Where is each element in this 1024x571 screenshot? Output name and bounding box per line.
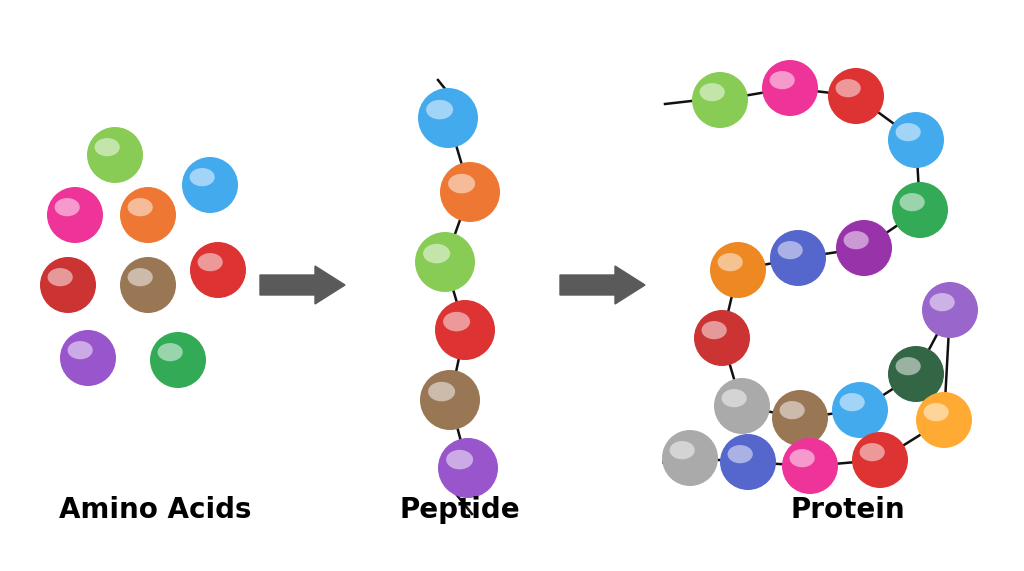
- Text: Protein: Protein: [791, 496, 905, 524]
- Ellipse shape: [446, 450, 473, 469]
- Ellipse shape: [128, 268, 153, 286]
- Ellipse shape: [426, 100, 453, 119]
- Ellipse shape: [699, 83, 725, 101]
- Ellipse shape: [701, 321, 727, 339]
- Ellipse shape: [859, 443, 885, 461]
- Ellipse shape: [670, 441, 694, 459]
- Circle shape: [852, 432, 908, 488]
- Ellipse shape: [428, 382, 455, 401]
- Circle shape: [922, 282, 978, 338]
- Ellipse shape: [790, 449, 815, 467]
- Circle shape: [40, 257, 96, 313]
- Circle shape: [916, 392, 972, 448]
- Circle shape: [435, 300, 495, 360]
- Circle shape: [87, 127, 143, 183]
- Circle shape: [438, 438, 498, 498]
- Circle shape: [418, 88, 478, 148]
- FancyArrow shape: [560, 266, 645, 304]
- Circle shape: [120, 257, 176, 313]
- Ellipse shape: [779, 401, 805, 419]
- Ellipse shape: [930, 293, 954, 311]
- Circle shape: [420, 370, 480, 430]
- Ellipse shape: [718, 253, 742, 271]
- Ellipse shape: [128, 198, 153, 216]
- Ellipse shape: [896, 357, 921, 375]
- Circle shape: [60, 330, 116, 386]
- Circle shape: [762, 60, 818, 116]
- Circle shape: [120, 187, 176, 243]
- Circle shape: [892, 182, 948, 238]
- Ellipse shape: [844, 231, 868, 250]
- Ellipse shape: [924, 403, 949, 421]
- Circle shape: [888, 112, 944, 168]
- Circle shape: [440, 162, 500, 222]
- Ellipse shape: [770, 71, 795, 89]
- Ellipse shape: [836, 79, 861, 97]
- Ellipse shape: [722, 389, 746, 407]
- Circle shape: [47, 187, 103, 243]
- Ellipse shape: [423, 244, 451, 263]
- Ellipse shape: [899, 193, 925, 211]
- Ellipse shape: [54, 198, 80, 216]
- Ellipse shape: [47, 268, 73, 286]
- Ellipse shape: [94, 138, 120, 156]
- Text: Amino Acids: Amino Acids: [58, 496, 251, 524]
- Circle shape: [828, 68, 884, 124]
- Ellipse shape: [777, 241, 803, 259]
- Ellipse shape: [189, 168, 215, 186]
- Ellipse shape: [68, 341, 93, 359]
- Ellipse shape: [198, 253, 223, 271]
- Circle shape: [782, 438, 838, 494]
- Circle shape: [694, 310, 750, 366]
- Circle shape: [720, 434, 776, 490]
- Ellipse shape: [840, 393, 864, 411]
- Ellipse shape: [896, 123, 921, 141]
- Circle shape: [770, 230, 826, 286]
- Circle shape: [836, 220, 892, 276]
- Circle shape: [415, 232, 475, 292]
- Ellipse shape: [158, 343, 182, 361]
- Circle shape: [692, 72, 748, 128]
- Circle shape: [710, 242, 766, 298]
- Ellipse shape: [449, 174, 475, 194]
- Circle shape: [772, 390, 828, 446]
- Circle shape: [662, 430, 718, 486]
- Circle shape: [714, 378, 770, 434]
- Text: Peptide: Peptide: [399, 496, 520, 524]
- Circle shape: [831, 382, 888, 438]
- FancyArrow shape: [260, 266, 345, 304]
- Ellipse shape: [728, 445, 753, 463]
- Circle shape: [888, 346, 944, 402]
- Circle shape: [182, 157, 238, 213]
- Circle shape: [190, 242, 246, 298]
- Ellipse shape: [443, 312, 470, 331]
- Circle shape: [150, 332, 206, 388]
